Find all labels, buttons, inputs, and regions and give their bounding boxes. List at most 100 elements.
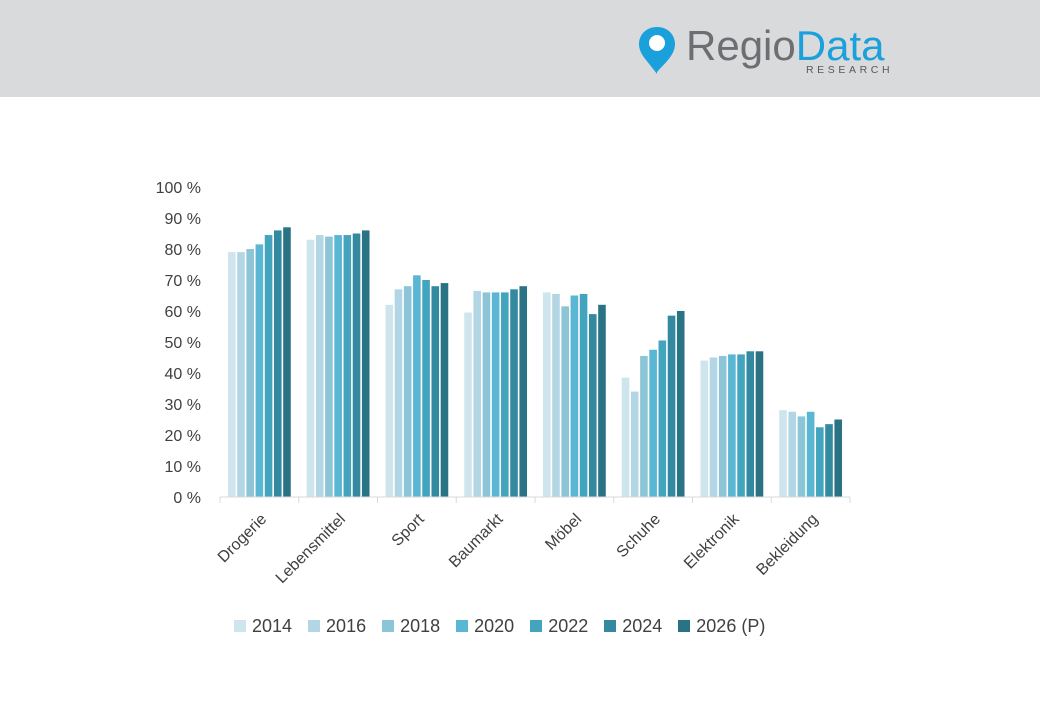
legend-item: 2024 xyxy=(604,616,662,637)
legend-label: 2026 (P) xyxy=(696,615,766,636)
bar xyxy=(385,304,394,497)
bar xyxy=(519,286,528,497)
bar xyxy=(255,244,264,497)
regiodata-logo: RegioData RESEARCH xyxy=(636,20,906,80)
y-tick-label: 80 % xyxy=(165,242,201,259)
y-tick-label: 40 % xyxy=(165,366,201,383)
bar xyxy=(227,252,236,497)
bar xyxy=(570,295,579,497)
bar xyxy=(413,275,421,497)
bar xyxy=(667,315,676,497)
bar xyxy=(746,351,755,497)
bar xyxy=(394,289,403,497)
bar xyxy=(561,306,569,497)
bar xyxy=(630,391,639,497)
bar xyxy=(542,292,551,497)
bar xyxy=(482,292,491,497)
bar xyxy=(755,351,764,497)
logo-name-part1: Regio xyxy=(686,22,796,69)
bar xyxy=(806,411,815,497)
legend-swatch xyxy=(308,620,321,632)
y-tick-label: 10 % xyxy=(165,459,201,476)
x-tick-label: Möbel xyxy=(542,511,585,554)
bar xyxy=(834,419,843,497)
bar xyxy=(825,424,833,497)
bar xyxy=(510,289,518,497)
bar xyxy=(640,355,648,497)
legend-label: 2014 xyxy=(252,615,293,636)
x-tick-label: Baumarkt xyxy=(446,510,507,571)
legend-item: 2022 xyxy=(530,616,588,637)
legend-swatch xyxy=(678,620,691,632)
bar xyxy=(306,239,315,497)
bar xyxy=(728,354,736,497)
bar xyxy=(246,249,254,497)
bar xyxy=(422,280,430,497)
bar xyxy=(718,355,727,497)
legend-item: 2014 xyxy=(234,616,292,637)
y-tick-label: 20 % xyxy=(165,428,201,445)
x-tick-label: Sport xyxy=(389,510,428,549)
bar xyxy=(334,235,342,498)
bar xyxy=(797,416,806,497)
logo-wordmark: RegioData xyxy=(686,22,884,70)
bar xyxy=(788,411,797,497)
y-tick-label: 0 % xyxy=(173,490,201,507)
legend-item: 2020 xyxy=(456,616,514,637)
bar xyxy=(343,235,352,498)
bar xyxy=(779,410,787,497)
legend-swatch xyxy=(382,620,395,632)
bar xyxy=(440,283,449,497)
bar xyxy=(700,360,709,497)
chart-legend: 2014 2016 2018 2020 2022 2024 2026 (P) xyxy=(234,614,781,638)
bar xyxy=(658,340,667,497)
legend-item: 2026 (P) xyxy=(678,616,765,637)
y-tick-label: 100 % xyxy=(156,180,201,197)
bar xyxy=(501,292,509,497)
bar xyxy=(491,292,500,497)
bar xyxy=(325,236,333,497)
bars xyxy=(227,227,843,498)
bar xyxy=(283,227,291,498)
y-axis-labels: 0 % 10 % 20 % 30 % 40 % 50 % 60 % 70 % 80 % 90 % 1… xyxy=(156,180,201,507)
legend-item: 2016 xyxy=(308,616,366,637)
y-tick-label: 60 % xyxy=(165,304,201,321)
bar xyxy=(464,312,472,497)
bar xyxy=(676,311,685,497)
header-bar: RegioData RESEARCH xyxy=(0,0,1040,97)
x-axis-labels: Drogerie Lebensmittel Sport Baumarkt Möbel Sc… xyxy=(215,510,822,587)
bar xyxy=(473,290,482,497)
bar xyxy=(709,357,718,497)
bar xyxy=(237,252,245,497)
legend-label: 2024 xyxy=(622,615,663,636)
x-tick-label: Drogerie xyxy=(215,511,270,566)
bar xyxy=(361,230,370,497)
logo-name-part2: Data xyxy=(795,22,885,69)
bar xyxy=(315,235,324,498)
logo-subtitle: RESEARCH xyxy=(806,64,894,76)
map-pin-icon xyxy=(639,27,675,74)
legend-swatch xyxy=(456,620,469,632)
bar xyxy=(816,427,824,497)
legend-label: 2018 xyxy=(400,615,441,636)
x-tick-label: Bekleidung xyxy=(753,511,821,579)
legend-label: 2022 xyxy=(548,615,589,636)
x-tick-label: Elektronik xyxy=(681,510,743,572)
y-tick-label: 90 % xyxy=(165,211,201,228)
bar xyxy=(649,349,657,497)
bar xyxy=(403,286,412,497)
bar xyxy=(737,354,745,497)
bar xyxy=(273,230,282,497)
bar xyxy=(579,293,588,497)
bar xyxy=(598,304,606,497)
bar xyxy=(264,235,273,498)
bar xyxy=(621,377,630,497)
bar xyxy=(352,233,361,497)
legend-item: 2018 xyxy=(382,616,440,637)
x-tick-label: Lebensmittel xyxy=(273,511,349,587)
legend-swatch xyxy=(604,620,617,632)
x-tick-label: Schuhe xyxy=(614,511,664,561)
bar xyxy=(552,293,560,497)
legend-label: 2016 xyxy=(326,615,367,636)
